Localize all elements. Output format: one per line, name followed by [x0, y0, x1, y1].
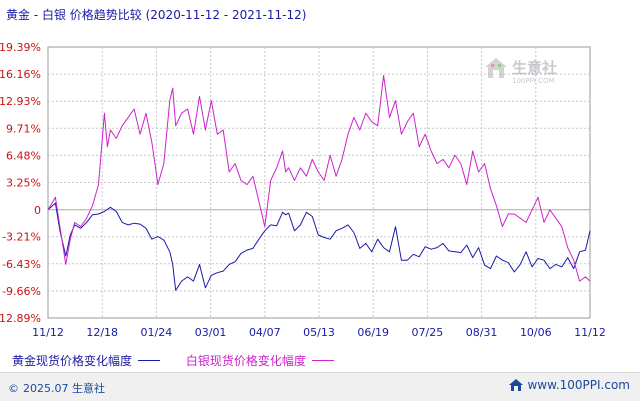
y-tick-label: -6.43% — [2, 258, 41, 271]
chart-title-range: (2020-11-12 - 2021-11-12) — [145, 8, 307, 22]
x-tick-label: 03/01 — [195, 326, 227, 339]
legend-label-silver: 白银现货价格变化幅度 — [185, 354, 306, 368]
x-tick-label: 11/12 — [574, 326, 606, 339]
legend-item-silver: 白银现货价格变化幅度 — [186, 352, 334, 369]
y-tick-label: -12.89% — [0, 312, 41, 325]
house-logo-icon — [485, 58, 507, 78]
legend-item-gold: 黄金现货价格变化幅度 — [12, 352, 161, 369]
x-tick-label: 05/13 — [303, 326, 335, 339]
y-tick-label: 0 — [34, 204, 41, 217]
y-tick-label: 12.93% — [0, 95, 41, 108]
watermark-url: 100PPI.COM — [512, 77, 555, 85]
chart-legend: 黄金现货价格变化幅度 白银现货价格变化幅度 — [12, 352, 356, 369]
x-tick-label: 11/12 — [32, 326, 64, 339]
y-tick-label: 16.16% — [0, 68, 41, 81]
x-tick-label: 12/18 — [86, 326, 118, 339]
legend-label-gold: 黄金现货价格变化幅度 — [12, 354, 133, 368]
y-tick-label: 19.39% — [0, 41, 41, 54]
site-url: www.100PPI.com — [527, 378, 630, 392]
copyright-symbol: © — [8, 382, 19, 395]
watermark: 生意社 100PPI.COM — [484, 57, 557, 85]
legend-swatch-gold — [138, 360, 161, 361]
x-tick-label: 01/24 — [141, 326, 173, 339]
y-tick-label: -3.21% — [2, 231, 41, 244]
footer-bar: © 2025.07 生意社 www.100PPI.com — [0, 372, 640, 401]
x-tick-label: 08/31 — [466, 326, 498, 339]
x-tick-label: 06/19 — [357, 326, 389, 339]
x-tick-label: 04/07 — [249, 326, 281, 339]
chart-title: 黄金 - 白银 价格趋势比较 (2020-11-12 - 2021-11-12) — [6, 6, 306, 23]
legend-swatch-silver — [311, 360, 334, 361]
price-trend-chart: 11/12 12/18 01/24 03/01 04/07 05/13 06/19 07/25… — [0, 41, 606, 339]
y-tick-label: 6.48% — [6, 149, 41, 162]
y-tick-label: 3.25% — [6, 177, 41, 190]
copyright-text: © 2025.07 生意社 — [8, 380, 105, 396]
copyright-label: 2025.07 生意社 — [23, 382, 105, 395]
series-line-gold — [47, 202, 591, 291]
y-tick-label: -9.66% — [2, 285, 41, 298]
series-line-silver — [47, 75, 591, 282]
house-logo-icon — [509, 379, 524, 391]
y-tick-label: 9.71% — [6, 122, 41, 135]
chart-title-main: 黄金 - 白银 价格趋势比较 — [6, 8, 142, 22]
watermark-name: 生意社 — [512, 59, 558, 77]
x-tick-label: 07/25 — [412, 326, 444, 339]
site-link[interactable]: www.100PPI.com — [509, 378, 630, 392]
x-tick-label: 10/06 — [520, 326, 552, 339]
